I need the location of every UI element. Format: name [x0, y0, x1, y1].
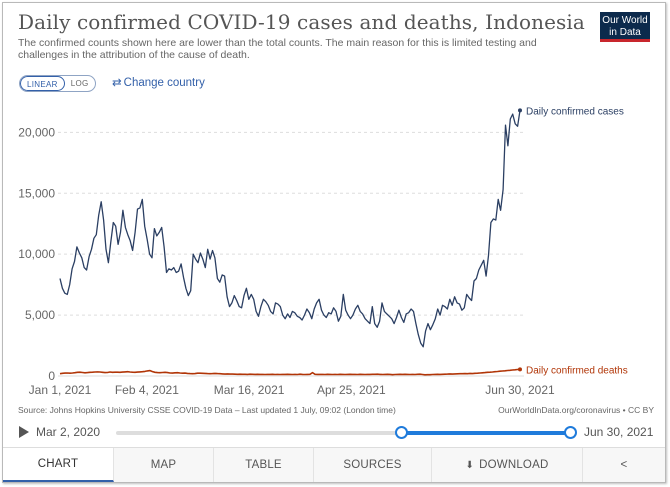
tab-table[interactable]: TABLE: [214, 448, 314, 482]
logo-line-2: in Data: [609, 27, 641, 38]
series-end-labels: Daily confirmed cases Daily confirmed dea…: [526, 106, 628, 376]
tab-share[interactable]: <: [583, 448, 665, 482]
series-lines: [59, 108, 522, 376]
chart-frame: [2, 2, 666, 483]
timeline-track[interactable]: [116, 426, 577, 439]
line-chart: 0 5,000 10,000 15,000 20,000 Jan 1, 2021 Feb …: [18, 106, 628, 397]
y-tick-label: 5,000: [25, 308, 55, 322]
source-note: Source: Johns Hopkins University CSSE CO…: [18, 405, 396, 415]
timeline-end-label: Jun 30, 2021: [584, 425, 654, 439]
tab-bar: CHART MAP TABLE SOURCES ⬇ DOWNLOAD <: [3, 447, 665, 482]
timeline-start-label: Mar 2, 2020: [36, 425, 101, 439]
series-line: [59, 368, 521, 376]
x-axis-ticks: Jan 1, 2021 Feb 4, 2021 Mar 16, 2021 Apr 25…: [29, 383, 555, 397]
y-tick-label: 10,000: [18, 247, 55, 261]
play-icon[interactable]: [19, 426, 29, 438]
grid-lines: [58, 131, 524, 377]
x-tick-label: Apr 25, 2021: [317, 383, 386, 397]
x-tick-label: Jan 1, 2021: [29, 383, 92, 397]
tab-chart[interactable]: CHART: [3, 448, 114, 482]
share-icon: <: [620, 459, 628, 471]
download-icon: ⬇: [465, 459, 475, 471]
x-tick-label: Jun 30, 2021: [485, 383, 555, 397]
tab-download[interactable]: ⬇ DOWNLOAD: [432, 448, 583, 482]
tab-download-label: DOWNLOAD: [479, 459, 549, 471]
y-axis-ticks: 0 5,000 10,000 15,000 20,000: [18, 125, 55, 383]
chart-subtitle: The confirmed counts shown here are lowe…: [18, 37, 537, 61]
tab-map[interactable]: MAP: [114, 448, 214, 482]
logo-accent-bar: [600, 39, 650, 42]
y-tick-label: 20,000: [18, 125, 55, 139]
series-end-label: Daily confirmed cases: [526, 106, 624, 117]
timeline-start-handle[interactable]: [395, 426, 408, 439]
change-country-link[interactable]: ⇄ Change country: [112, 75, 205, 89]
series-end-label: Daily confirmed deaths: [526, 365, 628, 376]
chart-title: Daily confirmed COVID-19 cases and death…: [18, 10, 585, 34]
series-line: [59, 110, 521, 348]
x-tick-label: Mar 16, 2021: [214, 383, 285, 397]
scale-toggle[interactable]: LINEAR LOG: [19, 75, 96, 92]
y-tick-label: 0: [48, 369, 55, 383]
logo-line-1: Our World: [602, 15, 648, 26]
series-end-point: [518, 367, 522, 372]
license-note: OurWorldInData.org/coronavirus • CC BY: [498, 405, 654, 415]
series-end-point: [518, 108, 522, 113]
timeline-selection: [401, 431, 571, 435]
y-tick-label: 15,000: [18, 186, 55, 200]
x-tick-label: Feb 4, 2021: [115, 383, 179, 397]
change-country-label: Change country: [123, 77, 205, 89]
timeline: Mar 2, 2020 Jun 30, 2021: [0, 420, 670, 444]
tab-sources[interactable]: SOURCES: [314, 448, 432, 482]
log-scale-button[interactable]: LOG: [70, 79, 89, 88]
linear-scale-button[interactable]: LINEAR: [20, 76, 65, 91]
swap-arrows-icon: ⇄: [112, 77, 122, 89]
timeline-end-handle[interactable]: [564, 426, 577, 439]
owid-logo[interactable]: Our World in Data: [600, 12, 650, 42]
